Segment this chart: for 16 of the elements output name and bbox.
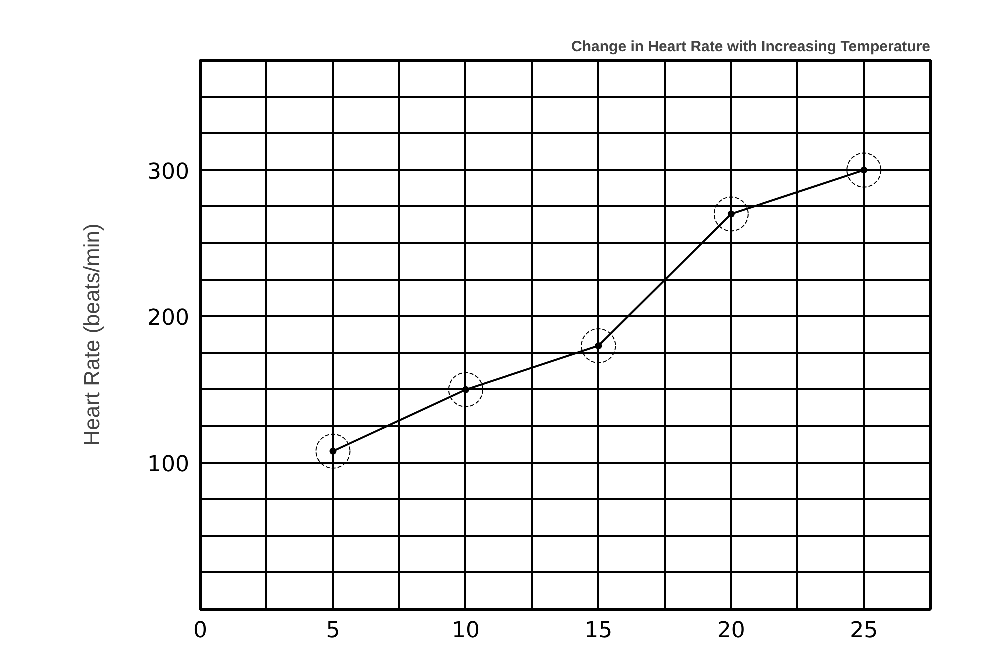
- x-tick-label: 20: [717, 618, 746, 644]
- point: [714, 196, 749, 232]
- x-tick-label: 25: [850, 618, 878, 644]
- point: [448, 372, 484, 408]
- x-tick-label: 15: [584, 618, 613, 644]
- chart-title: Change in Heart Rate with Increasing Temperature: [572, 38, 931, 56]
- point: [316, 434, 351, 469]
- y-tick-label: 100: [148, 452, 190, 478]
- x-tick-label: 0: [194, 618, 208, 644]
- point: [581, 328, 616, 364]
- y-axis-title: Heart Rate (beats/min): [80, 224, 105, 446]
- x-tick-label: 10: [452, 618, 480, 644]
- x-tick-label: 5: [326, 618, 340, 644]
- y-tick-label: 300: [148, 160, 190, 185]
- y-tick-label: 200: [148, 306, 190, 332]
- point: [846, 152, 882, 188]
